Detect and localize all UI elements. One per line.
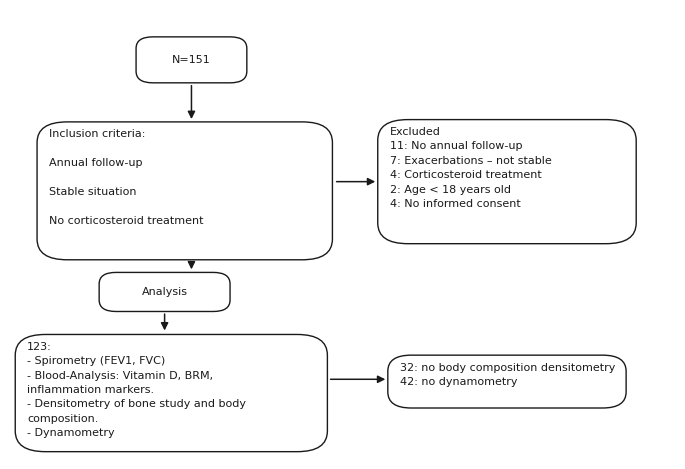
FancyBboxPatch shape [388,355,626,408]
Text: 123:
- Spirometry (FEV1, FVC)
- Blood-Analysis: Vitamin D, BRM,
inflammation mar: 123: - Spirometry (FEV1, FVC) - Blood-An… [27,342,247,438]
Text: 32: no body composition densitometry
42: no dynamometry: 32: no body composition densitometry 42:… [400,363,615,387]
Text: Excluded
11: No annual follow-up
7: Exacerbations – not stable
4: Corticosteroid: Excluded 11: No annual follow-up 7: Exac… [390,127,551,209]
FancyBboxPatch shape [15,334,327,452]
FancyBboxPatch shape [37,122,332,260]
FancyBboxPatch shape [377,120,636,244]
Text: Analysis: Analysis [142,287,188,297]
FancyBboxPatch shape [136,37,247,83]
FancyBboxPatch shape [99,272,230,311]
Text: Inclusion criteria:

Annual follow-up

Stable situation

No corticosteroid treat: Inclusion criteria: Annual follow-up Sta… [49,129,203,226]
Text: N=151: N=151 [172,55,211,65]
